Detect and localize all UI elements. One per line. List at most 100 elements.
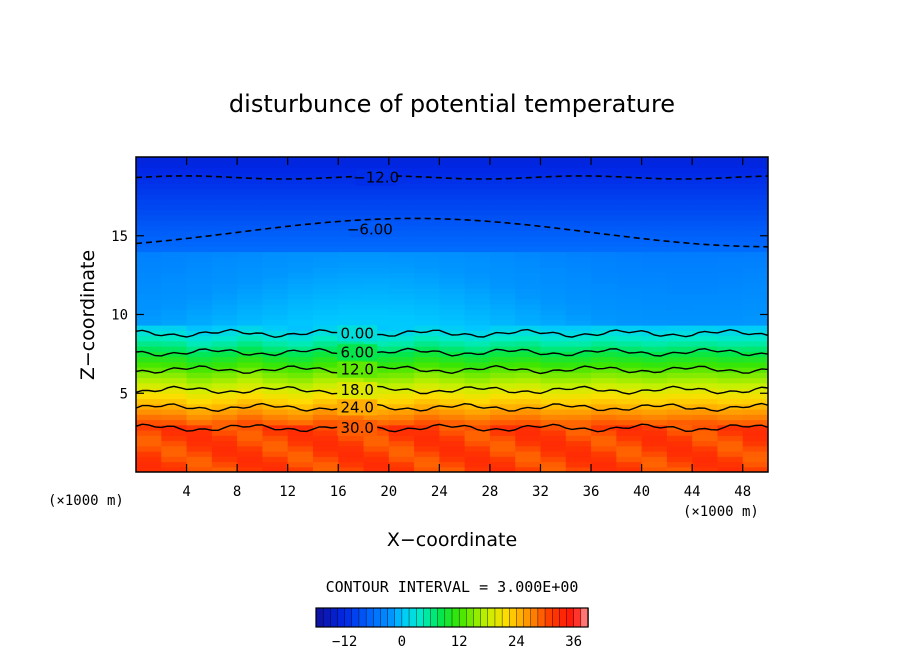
contour-fill-cell (489, 456, 516, 463)
contour-fill-cell (540, 325, 567, 331)
contour-fill-cell (641, 262, 668, 268)
contour-fill-cell (414, 325, 440, 331)
contour-fill-cell (464, 340, 491, 347)
contour-fill-cell (414, 272, 440, 279)
contour-fill-cell (414, 178, 440, 184)
contour-fill-cell (161, 225, 188, 232)
colorbar-cell (430, 607, 439, 628)
colorbar-cell (444, 607, 453, 628)
contour-fill-cell (161, 272, 188, 279)
contour-fill-cell (616, 372, 643, 379)
contour-fill-cell (136, 403, 162, 410)
contour-fill-cell (211, 172, 238, 179)
colorbar-tick-label: 36 (565, 634, 582, 650)
contour-fill-cell (136, 319, 162, 326)
contour-fill-cell (540, 288, 567, 295)
contour-fill-cell (515, 193, 542, 200)
contour-fill-cell (414, 361, 440, 368)
contour-fill-cell (136, 419, 162, 426)
contour-fill-cell (540, 340, 567, 347)
contour-fill-cell (237, 193, 263, 200)
contour-fill-cell (616, 419, 643, 426)
contour-fill-cell (363, 304, 390, 310)
contour-fill-cell (692, 220, 719, 226)
colorbar-cell (516, 607, 525, 628)
contour-fill-cell (692, 435, 719, 442)
contour-fill-cell (439, 451, 466, 457)
contour-fill-cell (540, 330, 567, 337)
contour-fill-cell (312, 346, 339, 352)
contour-fill-cell (287, 440, 314, 447)
contour-fill-cell (515, 283, 542, 289)
contour-fill-cell (616, 230, 643, 237)
contour-fill-cell (616, 199, 643, 205)
contour-fill-cell (287, 183, 314, 190)
contour-fill-cell (464, 419, 491, 426)
contour-fill-cell (616, 204, 643, 211)
contour-fill-cell (136, 183, 162, 190)
contour-fill-cell (237, 293, 263, 300)
contour-fill-cell (515, 199, 542, 205)
contour-fill-cell (414, 209, 440, 216)
contour-fill-cell (211, 430, 238, 436)
contour-label-bg (356, 169, 397, 186)
contour-fill-cell (540, 304, 567, 310)
contour-fill-cell (616, 235, 643, 242)
contour-fill-cell (666, 414, 693, 421)
contour-fill-cell (717, 466, 744, 472)
contour-fill-cell (641, 451, 668, 457)
contour-fill-cell (565, 304, 592, 310)
contour-fill-cell (388, 361, 415, 368)
contour-fill-cell (161, 178, 188, 184)
contour-fill-cell (692, 272, 719, 279)
contour-fill-cell (489, 183, 516, 190)
contour-fill-cell (211, 162, 238, 169)
chart-title: disturbunce of potential temperature (229, 90, 675, 118)
x-tick-label: 4 (182, 484, 190, 500)
contour-fill-cell (641, 241, 668, 247)
contour-fill-cell (186, 325, 213, 331)
contour-fill-cell (591, 319, 617, 326)
contour-fill-cell (186, 288, 213, 295)
contour-fill-cell (641, 346, 668, 352)
contour-fill-cell (717, 330, 744, 337)
contour-fill-cell (136, 440, 162, 447)
contour-fill-cell (388, 414, 415, 421)
contour-fill-cell (464, 314, 491, 321)
contour-fill-cell (363, 241, 390, 247)
contour-fill-cell (717, 183, 744, 190)
contour-fill-cell (464, 288, 491, 295)
contour-fill-cell (287, 361, 314, 368)
contour-fill-cell (262, 451, 289, 457)
contour-fill-cell (211, 199, 238, 205)
x-tick-label: 48 (734, 484, 751, 500)
contour-fill-cell (540, 466, 567, 472)
contour-fill-cell (414, 409, 440, 415)
contour-fill-cell (338, 256, 365, 263)
contour-fill-cell (616, 361, 643, 368)
contour-fill-cell (211, 298, 238, 305)
contour-fill-cell (414, 419, 440, 426)
contour-fill-cell (666, 435, 693, 442)
contour-fill-cell (591, 309, 617, 316)
contour-fill-cell (641, 272, 668, 279)
contour-fill-cell (489, 272, 516, 279)
contour-fill-cell (237, 335, 263, 342)
contour-fill-cell (237, 398, 263, 405)
contour-fill-cell (565, 178, 592, 184)
contour-fill-cell (136, 325, 162, 331)
contour-fill-cell (363, 214, 390, 221)
contour-fill-cell (540, 188, 567, 195)
contour-fill-cell (186, 356, 213, 363)
contour-fill-cell (161, 382, 188, 389)
contour-fill-cell (515, 409, 542, 415)
contour-fill-cell (237, 283, 263, 289)
contour-fill-cell (489, 188, 516, 195)
contour-fill-cell (717, 267, 744, 274)
contour-fill-cell (262, 251, 289, 258)
contour-fill-cell (616, 172, 643, 179)
contour-fill-cell (717, 246, 744, 253)
contour-fill-cell (414, 304, 440, 310)
contour-fill-cell (338, 209, 365, 216)
contour-fill-cell (338, 414, 365, 421)
